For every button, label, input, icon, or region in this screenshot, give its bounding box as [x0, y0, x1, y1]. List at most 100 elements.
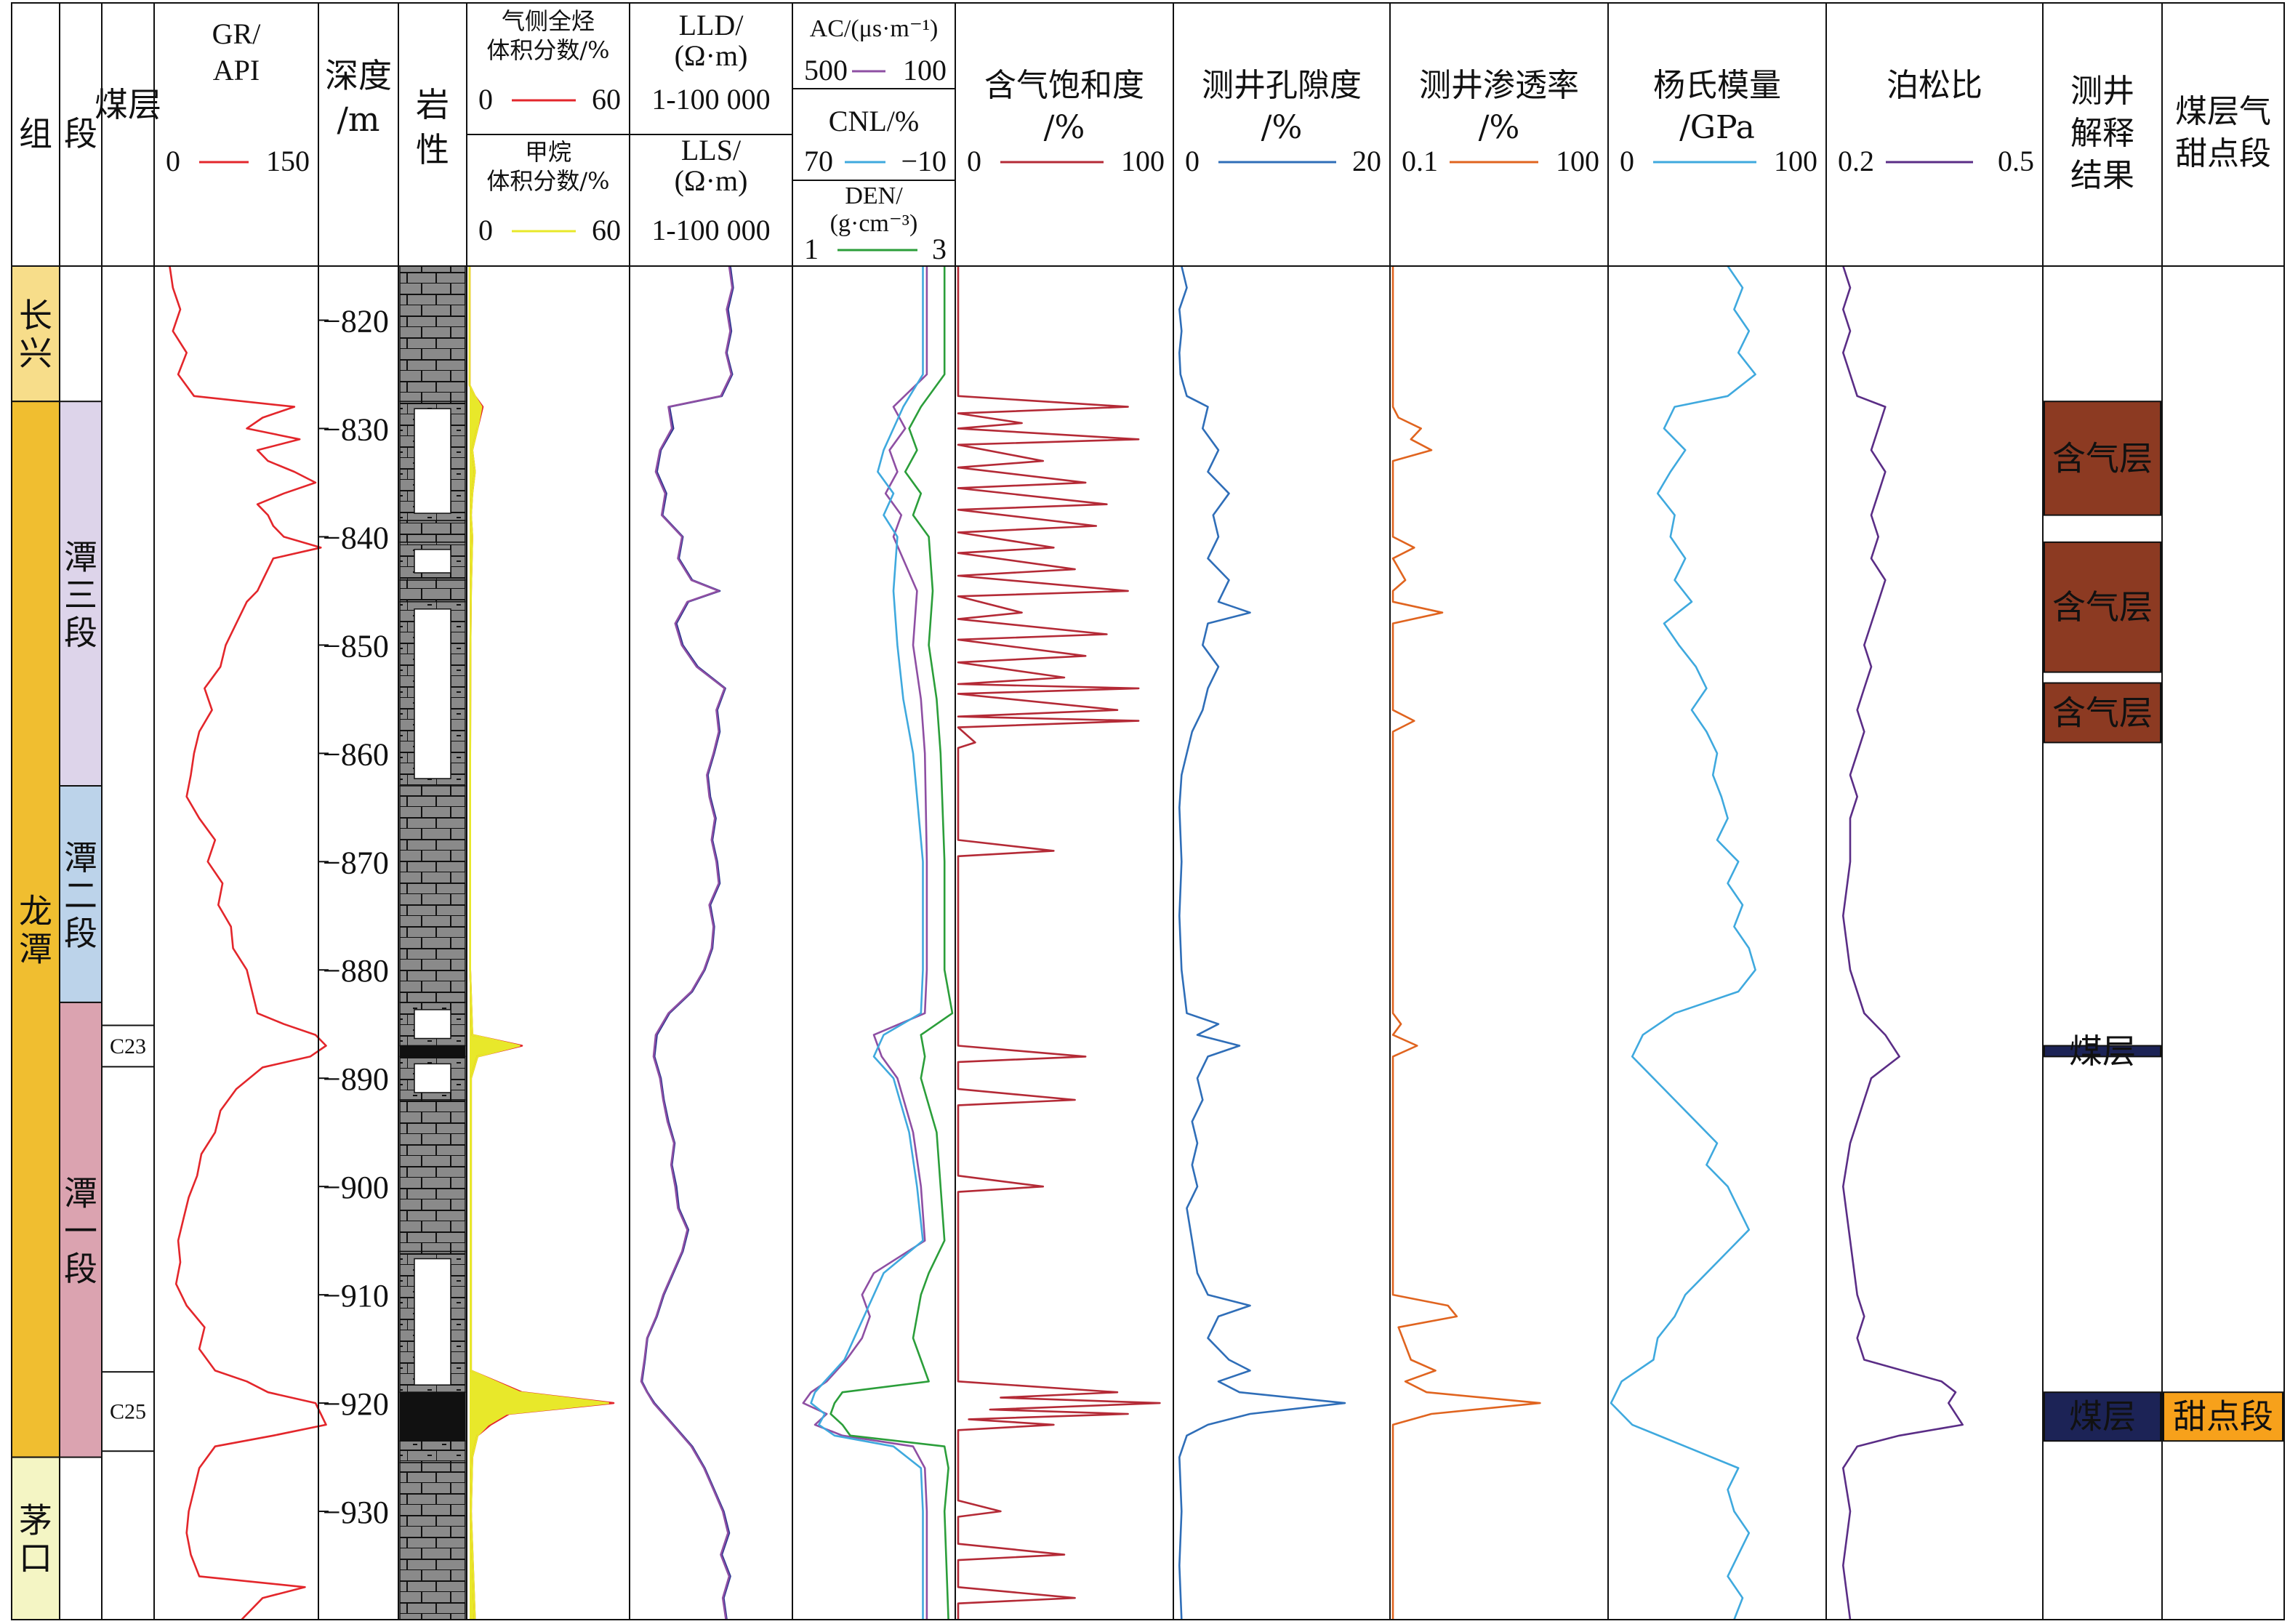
header-den-scale-min: 1 — [804, 233, 819, 265]
curve-pr-series — [1842, 265, 1964, 1620]
curve-gas-series — [468, 266, 610, 1620]
curve-res-lls — [640, 265, 734, 1620]
header-gr: GR/ — [212, 17, 262, 50]
depth-tick-label: −850 — [323, 628, 389, 664]
curve-ym-series — [1610, 265, 1756, 1620]
header-perm: /% — [1479, 109, 1520, 146]
lithology-interval — [399, 1099, 466, 1253]
curve-acd-ac — [802, 266, 928, 1620]
lithology-sandstone-insert — [414, 1063, 451, 1093]
lithology-interval — [399, 785, 466, 1003]
header-ac: AC/(μs·m⁻¹) — [810, 15, 939, 42]
lithology-interval — [399, 579, 466, 603]
header-ym-scale-max: 100 — [1774, 145, 1817, 177]
header-cnl: CNL/% — [829, 105, 919, 137]
member-label: 二 — [64, 876, 97, 915]
member-label: 段 — [64, 914, 97, 953]
header-sg-scale-max: 100 — [1121, 145, 1165, 177]
curve-acd-den — [829, 266, 954, 1620]
depth-tick-label: −820 — [323, 303, 389, 339]
interpretation-band — [2044, 401, 2161, 516]
header-depth: /m — [337, 100, 379, 139]
formation-band — [11, 1456, 60, 1621]
methane-fill-area — [470, 266, 608, 1620]
lithology-interval — [399, 1045, 466, 1058]
formation-label: 兴 — [19, 334, 52, 373]
lithology-sandstone-insert — [414, 408, 451, 514]
interpretation-band — [2044, 1045, 2161, 1058]
lithology-interval — [399, 1391, 466, 1442]
header-por-scale-min: 0 — [1185, 145, 1200, 177]
header-sg: /% — [1044, 109, 1085, 146]
interpretation-label: 含气层 — [2052, 587, 2153, 627]
header-interp: 测井 — [2070, 73, 2134, 110]
lithology-interval — [399, 265, 466, 402]
depth-tick-label: −860 — [323, 736, 389, 772]
member-label: 段 — [64, 614, 97, 653]
member-label: 一 — [64, 1212, 97, 1251]
member-label: 潭 — [64, 1174, 97, 1213]
sweet-spot-band — [2163, 1391, 2283, 1442]
interpretation-label: 煤层 — [2069, 1032, 2136, 1071]
depth-tick-label: −880 — [323, 953, 389, 989]
header-den-scale-max: 3 — [932, 233, 947, 265]
header-lls: LLS/ — [681, 134, 742, 166]
coal-seam-label: C25 — [110, 1400, 146, 1424]
header-den: DEN/ — [845, 182, 903, 209]
header-lls: (Ω·m) — [675, 164, 748, 197]
header-lld: (Ω·m) — [675, 39, 748, 72]
header-sweet: 甜点段 — [2175, 135, 2271, 172]
header-coal: 煤层 — [95, 85, 161, 124]
header-sg: 含气饱和度 — [984, 67, 1144, 104]
coal-seam-label: C23 — [110, 1034, 146, 1058]
curve-sg-series — [957, 266, 1161, 1620]
lithology-interval — [399, 1462, 466, 1620]
lithology-sandstone-insert — [414, 549, 451, 574]
formation-band — [11, 265, 60, 403]
header-interp: 解释 — [2070, 115, 2134, 152]
outer-frame — [11, 2, 2285, 1620]
interpretation-label: 含气层 — [2052, 438, 2153, 478]
header-por: /% — [1261, 109, 1303, 146]
header-formation: 组 — [19, 114, 52, 153]
header-ac-scale-max: 100 — [903, 54, 947, 87]
header-perm-scale-max: 100 — [1556, 145, 1599, 177]
lithology-interval — [399, 520, 466, 543]
depth-tick-label: −830 — [323, 411, 389, 447]
formation-label: 龙 — [19, 891, 52, 930]
member-label: 三 — [64, 576, 97, 615]
depth-tick-label: −890 — [323, 1061, 389, 1097]
header-por-scale-max: 20 — [1352, 145, 1381, 177]
header-perm: 测井渗透率 — [1419, 67, 1579, 104]
header-sg-scale-min: 0 — [967, 145, 981, 177]
header-gr-scale-min: 0 — [166, 145, 180, 177]
depth-tick-label: −930 — [323, 1495, 389, 1530]
header-interp: 结果 — [2070, 157, 2134, 194]
header-member: 段 — [64, 114, 97, 153]
formation-label: 口 — [19, 1538, 52, 1577]
depth-tick-label: −900 — [323, 1170, 389, 1205]
header-den: (g·cm⁻³) — [830, 210, 918, 237]
header-lith: 性 — [416, 130, 449, 169]
lithology-sandstone-insert — [414, 1258, 451, 1386]
curve-acd-cnl — [810, 266, 924, 1620]
curve-por-series — [1178, 265, 1346, 1620]
formation-band — [11, 401, 60, 1458]
header-cnl-scale-min: 70 — [804, 145, 833, 177]
header-lls-scale: 1-100 000 — [651, 214, 770, 246]
sweet-spot-label: 甜点段 — [2173, 1397, 2273, 1436]
header-por: 测井孔隙度 — [1202, 67, 1362, 104]
header-pr: 泊松比 — [1887, 67, 1982, 104]
lithology-sandstone-insert — [414, 608, 451, 779]
header-ac-scale-min: 500 — [804, 54, 848, 87]
header-gas-total-scale-min: 0 — [478, 83, 493, 116]
header-methane-scale-max: 60 — [592, 214, 621, 246]
depth-tick-label: −920 — [323, 1386, 389, 1422]
header-methane-scale-min: 0 — [478, 214, 493, 246]
curve-perm-series — [1391, 266, 1541, 1620]
header-ym-scale-min: 0 — [1620, 145, 1634, 177]
curve-gr-gr — [169, 265, 327, 1620]
header-ym: 杨氏模量 — [1653, 67, 1781, 104]
header-depth: 深度 — [325, 56, 392, 95]
